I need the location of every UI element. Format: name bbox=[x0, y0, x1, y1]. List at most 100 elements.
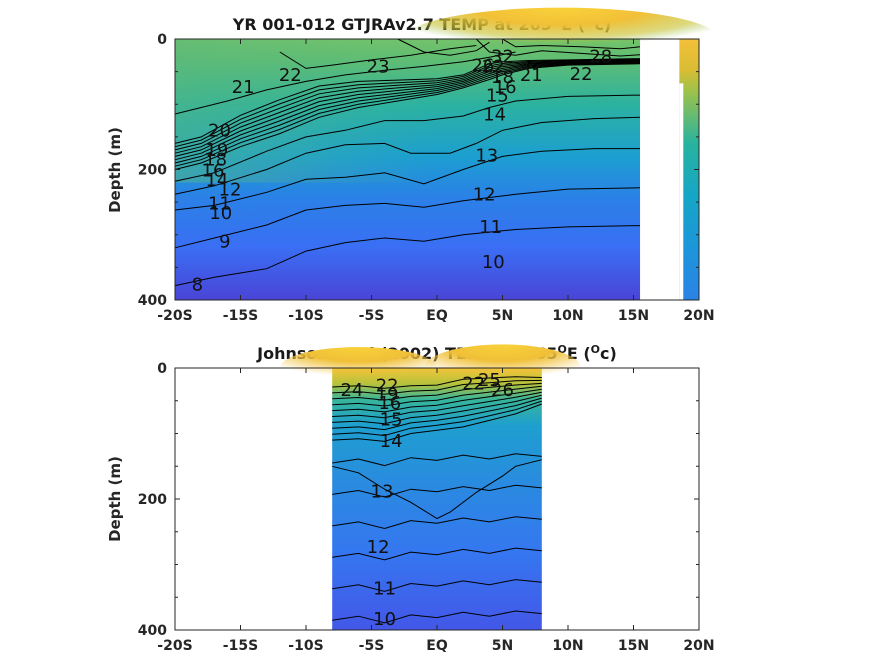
x-tick-label: -5S bbox=[359, 638, 385, 654]
x-tick-label: 20N bbox=[683, 308, 714, 324]
contour-label: 10 bbox=[373, 609, 396, 630]
contour-label: 9 bbox=[219, 232, 230, 253]
contour-label: 11 bbox=[373, 578, 396, 599]
contour-label: 16 bbox=[378, 393, 401, 414]
contour-label: 22 bbox=[570, 64, 593, 85]
contour-label: 20 bbox=[208, 121, 231, 142]
isotherm-deep-4 bbox=[332, 484, 542, 498]
isotherm-thermocline-4 bbox=[332, 391, 542, 419]
contour-label: 26 bbox=[491, 380, 514, 401]
contour-label: 19 bbox=[376, 385, 399, 406]
isotherm-28 bbox=[502, 38, 641, 50]
contour-label: 26 bbox=[471, 55, 494, 76]
contour-label: 12 bbox=[367, 537, 390, 558]
isotherm-thermocline-9 bbox=[332, 376, 542, 389]
contour-label: 16 bbox=[202, 161, 225, 182]
contour-label: 14 bbox=[205, 170, 228, 191]
isotherm-thermocline-4 bbox=[174, 60, 641, 157]
fill-side-strip-gap bbox=[679, 83, 684, 301]
contour-label: 21 bbox=[520, 65, 543, 86]
contour-label: 23 bbox=[367, 57, 390, 78]
x-tick-label: -20S bbox=[157, 638, 192, 654]
isotherm-thermocline-3 bbox=[332, 394, 542, 425]
x-tick-label: -10S bbox=[288, 308, 323, 324]
isotherm-thermocline-1 bbox=[332, 400, 542, 437]
x-tick-label: EQ bbox=[426, 638, 448, 654]
x-tick-label: 15N bbox=[618, 638, 649, 654]
contour-label: 18 bbox=[204, 149, 227, 170]
isotherm-22 bbox=[279, 45, 477, 69]
isotherm-deep-0 bbox=[174, 225, 641, 287]
panel-bottom: Johnson et al (2002) TEMP at 265OE (Oc) … bbox=[106, 343, 715, 654]
contour-label: 13 bbox=[475, 145, 498, 166]
contour-label: 14 bbox=[380, 431, 403, 452]
isotherm-thermocline-5 bbox=[174, 60, 641, 154]
contour-label: 10 bbox=[482, 252, 505, 273]
isotherm-deep-2 bbox=[332, 547, 542, 561]
x-tick-label: 5N bbox=[492, 638, 513, 654]
contour-label: 11 bbox=[479, 217, 502, 238]
contour-lines-top bbox=[174, 38, 641, 287]
y-axis-label-bottom: Depth (m) bbox=[106, 456, 124, 542]
contour-label: 32 bbox=[491, 46, 514, 67]
isotherm-thermocline-1 bbox=[174, 62, 641, 167]
isotherm-deep-5 bbox=[332, 453, 542, 467]
isotherm-26 bbox=[475, 38, 641, 57]
x-tick-label: -15S bbox=[223, 308, 258, 324]
isotherm-thermocline-0 bbox=[174, 63, 641, 170]
contour-label: 21 bbox=[232, 77, 255, 98]
contour-label: 15 bbox=[380, 409, 403, 430]
axis-ticks-top: -20S -15S -10S -5S EQ 5N 10N 15N 20N 0 200 400 bbox=[138, 32, 715, 324]
x-tick-label: -10S bbox=[288, 638, 323, 654]
contour-label: 12 bbox=[219, 179, 242, 200]
contour-label: 15 bbox=[486, 85, 509, 106]
contour-label: 10 bbox=[209, 203, 232, 224]
isotherm-thermocline-8 bbox=[332, 379, 542, 395]
contour-label: 24 bbox=[340, 380, 363, 401]
x-tick-label: 10N bbox=[552, 638, 583, 654]
contour-label: 14 bbox=[483, 104, 506, 125]
x-tick-label: -5S bbox=[359, 308, 385, 324]
axis-ticks-bottom: -20S -15S -10S -5S EQ 5N 10N 15N 20N 0 200 400 bbox=[138, 361, 715, 654]
isotherm-thermocline-7 bbox=[332, 382, 542, 401]
contour-label: 11 bbox=[208, 194, 231, 215]
fill-base bbox=[332, 368, 542, 630]
x-tick-label: 5N bbox=[492, 308, 513, 324]
contour-label: 28 bbox=[589, 46, 612, 67]
isotherm-deep-1 bbox=[174, 187, 641, 249]
isotherm-deep-4 bbox=[174, 94, 641, 182]
heatmap-fill-top bbox=[175, 7, 719, 301]
contour-label: 22 bbox=[376, 375, 399, 396]
isotherm-thermocline-2 bbox=[332, 397, 542, 431]
contour-label: 22 bbox=[279, 65, 302, 86]
isotherm-thermocline-7 bbox=[174, 58, 641, 148]
isotherm-thermocline-0 bbox=[332, 403, 542, 442]
contour-label: 16 bbox=[494, 77, 517, 98]
isotherm-deep-1 bbox=[332, 579, 542, 592]
contour-label: 13 bbox=[371, 481, 394, 502]
contour-label: 25 bbox=[478, 370, 501, 391]
contour-label: 22 bbox=[482, 57, 505, 78]
fill-side-strip bbox=[679, 39, 699, 300]
isotherm-deep-0 bbox=[332, 610, 542, 624]
isotherm-thermocline-6 bbox=[174, 59, 641, 151]
y-tick-label: 400 bbox=[138, 623, 167, 639]
isotherm-23 bbox=[397, 38, 490, 56]
isotherm-21 bbox=[174, 51, 516, 115]
contour-label: 18 bbox=[491, 67, 514, 88]
x-tick-label: EQ bbox=[426, 308, 448, 324]
x-tick-label: -15S bbox=[223, 638, 258, 654]
contour-label: 19 bbox=[205, 140, 228, 161]
y-tick-label: 0 bbox=[157, 32, 167, 48]
isotherm-thermocline-8 bbox=[174, 58, 641, 144]
contour-label: 22 bbox=[462, 373, 485, 394]
y-tick-label: 200 bbox=[138, 492, 167, 508]
isotherm-deep-3 bbox=[174, 116, 641, 195]
isotherm-deep-2 bbox=[174, 148, 640, 211]
x-tick-label: 10N bbox=[552, 308, 583, 324]
x-tick-label: 15N bbox=[618, 308, 649, 324]
isotherm-thermocline-6 bbox=[332, 385, 542, 407]
